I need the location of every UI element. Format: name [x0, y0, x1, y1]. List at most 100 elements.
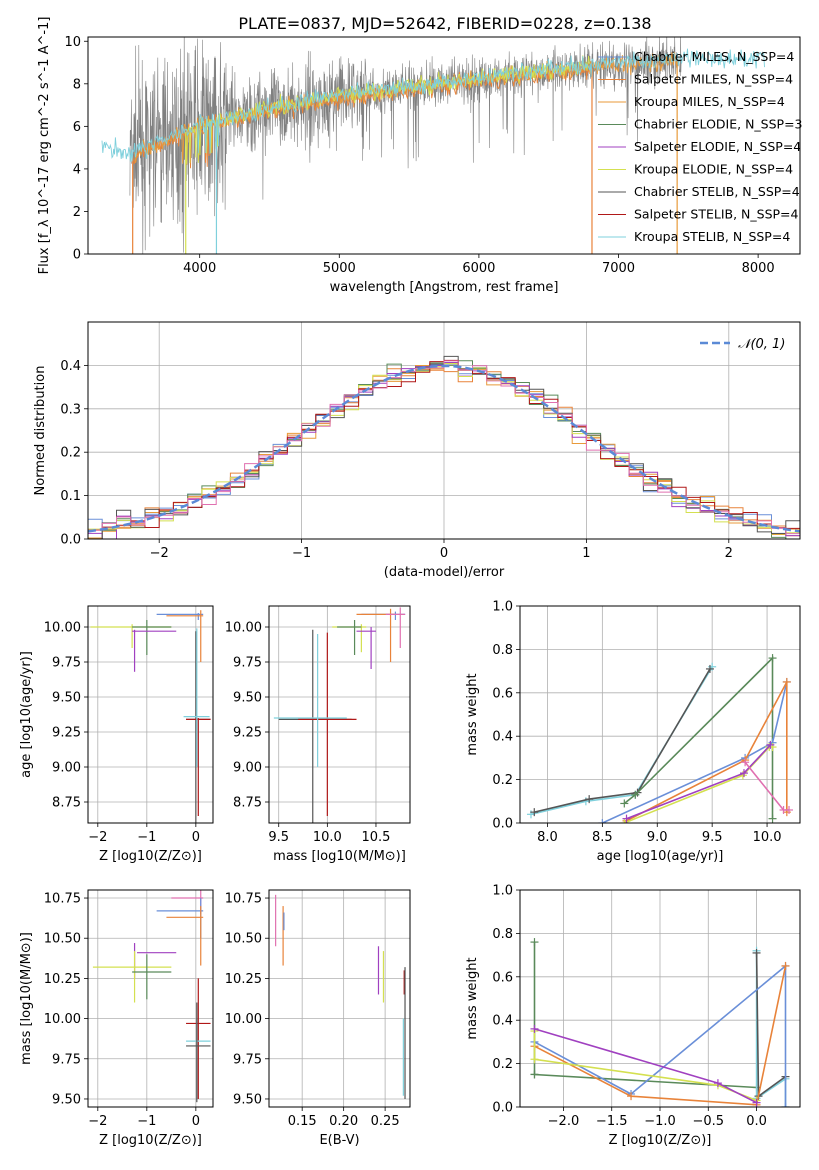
tick-label-y: 6	[73, 120, 81, 135]
tick-label-x: 8000	[742, 261, 775, 276]
tick-label-y: 10.75	[225, 892, 262, 907]
tick-label-y: 1.0	[492, 884, 513, 899]
legend-label: Salpeter STELIB, N_SSP=4	[634, 207, 799, 222]
tick-label-y: 9.75	[233, 656, 262, 671]
legend-label: Chabrier STELIB, N_SSP=4	[634, 184, 800, 199]
legend-label: Salpeter MILES, N_SSP=4	[634, 72, 793, 87]
tick-label-y: 2	[73, 205, 81, 220]
legend-label: Chabrier MILES, N_SSP=4	[634, 49, 794, 64]
mass-vs-metallicity-panel: −2 −1 0 9.50 9.75 10.00 10.25 10.50 10.75 Z [log1…	[19, 889, 214, 1148]
tick-label-y: 4	[73, 162, 81, 177]
tick-label-x: 1	[582, 546, 590, 561]
tick-label-y: 0.6	[492, 970, 513, 985]
plot-area	[92, 890, 211, 1103]
y-axis-label: mass weight	[465, 673, 480, 755]
tick-label-y: 0.8	[492, 927, 513, 942]
legend-label: Kroupa MILES, N_SSP=4	[634, 94, 785, 109]
tick-label-x: 9.0	[647, 830, 668, 845]
tick-label-x: −0.5	[692, 1114, 724, 1129]
tick-label-x: 10.5	[361, 830, 390, 845]
y-axis-label: mass [log10(M/M⊙)]	[19, 932, 34, 1065]
tick-label-y: 0.2	[60, 446, 81, 461]
tick-label-y: 8.75	[233, 796, 262, 811]
tick-label-x: 0	[192, 1114, 200, 1129]
tick-label-y: 10.25	[225, 972, 262, 987]
x-axis-label: mass [log10(M/M⊙)]	[273, 849, 406, 864]
legend-label: Salpeter ELODIE, N_SSP=4	[634, 139, 801, 154]
tick-label-x: −1.5	[596, 1114, 628, 1129]
tick-label-y: 0.0	[492, 1101, 513, 1116]
tick-label-y: 10.75	[44, 892, 81, 907]
series-line	[602, 681, 788, 823]
series-line	[755, 952, 786, 1098]
series-line	[533, 1031, 757, 1102]
axes-frame	[87, 321, 801, 540]
x-axis-label: Z [log10(Z/Z⊙)]	[99, 849, 202, 864]
y-axis-label: age [log10(age/yr)]	[19, 651, 34, 778]
axes-frame	[87, 605, 214, 824]
tick-label-y: 9.00	[52, 761, 81, 776]
tick-label-x: 0	[192, 830, 200, 845]
tick-label-y: 9.75	[52, 1052, 81, 1067]
tick-label-x: 8.5	[592, 830, 613, 845]
tick-label-y: 9.50	[233, 1092, 262, 1107]
spectrum-panel: 4000 5000 6000 7000 8000 0 2 4 6 8 10 wavelength [A…	[37, 17, 803, 295]
x-axis-label: Z [log10(Z/Z⊙)]	[99, 1133, 202, 1148]
series-line	[626, 681, 788, 822]
tick-label-y: 0.0	[492, 817, 513, 832]
tick-label-y: 9.25	[233, 726, 262, 741]
weight-vs-age-panel: 8.0 8.5 9.0 9.5 10.0 0.0 0.2 0.4 0.6 0.8 1.0 age [l…	[465, 600, 801, 864]
y-axis-label: Flux [f_λ 10^-17 erg cm^-2 s^-1 A^-1]	[37, 17, 52, 275]
tick-label-x: 0	[440, 546, 448, 561]
y-axis-label: mass weight	[465, 957, 480, 1039]
series-line	[534, 668, 711, 813]
tick-label-x: −2	[88, 830, 107, 845]
model-spectrum-line	[132, 62, 593, 169]
normal-curve	[88, 364, 800, 533]
tick-label-y: 8.75	[52, 796, 81, 811]
tick-label-y: 0.3	[60, 402, 81, 417]
tick-label-y: 0.4	[492, 730, 513, 745]
tick-label-y: 0.4	[492, 1014, 513, 1029]
tick-label-y: 10.00	[44, 621, 81, 636]
tick-label-y: 0.2	[492, 773, 513, 788]
tick-label-y: 8	[73, 77, 81, 92]
tick-label-y: 9.50	[52, 1092, 81, 1107]
series-line	[534, 964, 787, 1107]
plot-area	[88, 355, 800, 539]
axes-frame	[519, 889, 801, 1108]
plot-area	[90, 610, 211, 823]
legend-label: Kroupa STELIB, N_SSP=4	[634, 229, 790, 244]
tick-label-y: 10.50	[225, 932, 262, 947]
x-axis-label: Z [log10(Z/Z⊙)]	[609, 1133, 712, 1148]
tick-label-x: −2.0	[548, 1114, 580, 1129]
tick-label-y: 10	[64, 35, 81, 50]
tick-label-y: 0.8	[492, 643, 513, 658]
tick-label-y: 0.2	[492, 1057, 513, 1072]
model-spectrum-line	[101, 48, 765, 162]
age-vs-metallicity-panel: −2 −1 0 8.75 9.00 9.25 9.50 9.75 10.00 Z [log10(Z…	[19, 605, 214, 864]
tick-label-y: 0.4	[60, 359, 81, 374]
residuals-panel: −2 −1 0 1 2 0.0 0.1 0.2 0.3 0.4 (data-model)/error…	[33, 321, 801, 580]
tick-label-y: 10.00	[44, 1012, 81, 1027]
tick-label-y: 9.00	[233, 761, 262, 776]
series-line	[533, 942, 757, 1089]
tick-label-x: 0.20	[329, 1114, 358, 1129]
plot-area	[101, 37, 765, 254]
age-vs-mass-panel: 9.5 10.0 10.5 8.75 9.00 9.25 9.50 9.75 10.00 mass…	[225, 605, 411, 864]
tick-label-y: 10.00	[225, 1012, 262, 1027]
tick-label-y: 10.00	[225, 621, 262, 636]
x-axis-label: E(B-V)	[319, 1133, 359, 1148]
tick-label-x: 4000	[183, 261, 216, 276]
tick-label-y: 9.50	[233, 691, 262, 706]
series-line	[623, 656, 774, 819]
weight-vs-metallicity-panel: −2.0 −1.5 −1.0 −0.5 0.0 0.0 0.2 0.4 0.6 0.8 1.0 Z […	[465, 884, 801, 1148]
axes-frame	[87, 889, 214, 1108]
tick-label-x: −2	[150, 546, 169, 561]
tick-label-x: 9.5	[268, 830, 289, 845]
x-axis-label: (data-model)/error	[384, 565, 505, 580]
axes-frame	[519, 605, 801, 824]
tick-label-x: −1	[292, 546, 311, 561]
tick-label-x: 6000	[462, 261, 495, 276]
tick-label-x: −1	[137, 1114, 156, 1129]
